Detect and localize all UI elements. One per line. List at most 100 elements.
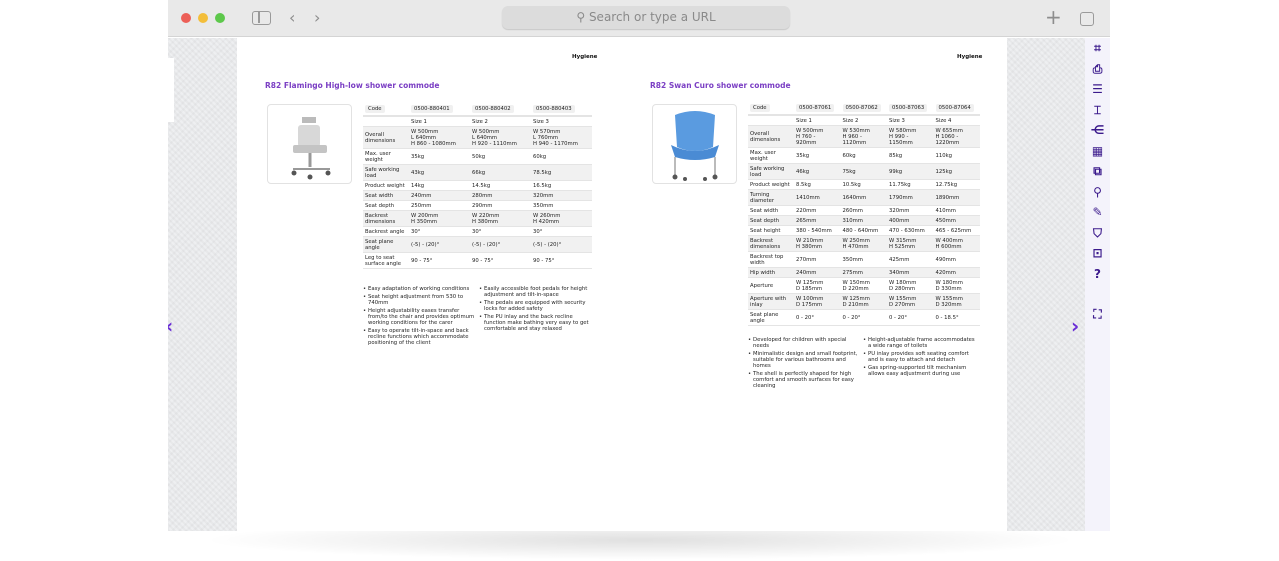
cell-value: 14kg [409, 180, 470, 191]
cell-value: W 500mm L 640mm H 920 - 1110mm [470, 126, 531, 149]
minimize-button[interactable] [198, 13, 208, 23]
cell-value: 125kg [933, 163, 980, 180]
new-tab-icon[interactable]: + [1045, 5, 1062, 29]
feature-item: The pedals are equipped with security lo… [479, 300, 593, 312]
cell-value: 0 - 20° [794, 309, 841, 326]
feature-item: Seat height adjustment from 530 to 740mm [363, 294, 475, 306]
fullscreen-icon[interactable]: ⛶ [1093, 307, 1102, 321]
cell-value: 280mm [470, 190, 531, 201]
list-icon[interactable]: ☰ [1092, 82, 1103, 96]
cell-value: 60kg [531, 148, 592, 165]
feature-item: Height-adjustable frame accommodates a w… [863, 337, 978, 349]
feature-item: Developed for children with special need… [748, 337, 858, 349]
size-header: Size 3 [887, 115, 934, 126]
cell-value: 340mm [887, 267, 934, 278]
archive-icon[interactable]: ⊡ [1092, 246, 1103, 260]
cell-value: 12.75kg [933, 179, 980, 190]
feature-list-col2: Easily accessible foot pedals for height… [479, 286, 593, 334]
cell-value: W 210mm H 380mm [794, 235, 841, 252]
code-row: Code 0500-880401 0500-880402 0500-880403 [363, 103, 592, 117]
cell-value: 10.5kg [840, 179, 887, 190]
cell-value: W 580mm H 990 - 1150mm [887, 125, 934, 148]
cell-value: 50kg [470, 148, 531, 165]
cell-value: 450mm [933, 215, 980, 226]
row-label: Seat depth [748, 215, 794, 226]
cell-value: W 570mm L 760mm H 940 - 1170mm [531, 126, 592, 149]
back-icon[interactable]: ‹ [289, 8, 296, 27]
cell-value: 90 - 75° [531, 252, 592, 269]
size-header: Size 2 [470, 116, 531, 127]
cell-value: (-5) - (20)° [470, 236, 531, 253]
forward-icon[interactable]: › [314, 8, 321, 27]
grid-icon[interactable]: ▦ [1091, 143, 1104, 158]
feature-item: PU inlay provides soft seating comfort a… [863, 351, 978, 363]
crop-icon[interactable]: ⌗ [1094, 41, 1101, 55]
cell-value: 46kg [794, 163, 841, 180]
prev-page-arrow[interactable]: ‹ [168, 314, 173, 338]
share-icon[interactable]: ⋲ [1090, 123, 1105, 137]
print-icon[interactable]: ⎙ [1092, 61, 1103, 76]
table-row: Seat plane angle (-5) - (20)° (-5) - (20)°… [363, 236, 592, 253]
table-row: Seat plane angle 0 - 20° 0 - 20° 0 - 20° 0 -… [748, 309, 980, 326]
feature-item: The PU inlay and the back recline functi… [479, 314, 593, 332]
cell-value: 400mm [887, 215, 934, 226]
cell-value: 490mm [933, 251, 980, 268]
table-row: Turning diameter 1410mm 1640mm 1790mm 1890mm [748, 189, 980, 206]
pdf-icon[interactable]: ⧉ [1093, 164, 1102, 178]
table-row: Max. user weight 35kg 60kg 85kg 110kg [748, 147, 980, 164]
row-label: Aperture [748, 277, 794, 294]
cell-value: 11.75kg [887, 179, 934, 190]
bookmark-icon[interactable]: ⛉ [1092, 225, 1102, 240]
product-code: 0500-87062 [842, 104, 881, 112]
size-header: Size 2 [840, 115, 887, 126]
feature-list-col1: Easy adaptation of working conditions Sea… [363, 286, 475, 348]
cell-value: (-5) - (20)° [409, 236, 470, 253]
feature-item: Height adjustability eases transfer from… [363, 308, 475, 326]
side-tab[interactable] [168, 58, 174, 122]
close-button[interactable] [181, 13, 191, 23]
page-number-icon[interactable]: ⌶ [1093, 102, 1102, 117]
cell-value: 75kg [840, 163, 887, 180]
row-label: Overall dimensions [748, 125, 794, 148]
cell-value: 240mm [409, 190, 470, 201]
help-icon[interactable]: ? [1094, 266, 1101, 281]
cell-value: W 260mm H 420mm [531, 210, 592, 227]
row-label: Seat height [748, 225, 794, 236]
product-title: R82 Flamingo High-low shower commode [265, 81, 440, 90]
cell-value: 90 - 75° [470, 252, 531, 269]
cell-value: W 530mm H 960 - 1120mm [840, 125, 887, 148]
table-row: Product weight 8.5kg 10.5kg 11.75kg 12.75kg [748, 179, 980, 190]
cell-value: W 500mm L 640mm H 860 - 1080mm [409, 126, 470, 149]
cell-value: 270mm [794, 251, 841, 268]
tabs-overview-icon[interactable] [1080, 12, 1094, 26]
cell-value: W 100mm D 175mm [794, 293, 841, 310]
edit-icon[interactable]: ✎ [1092, 205, 1103, 219]
sidebar-toggle-icon[interactable] [252, 11, 271, 25]
cell-value: 60kg [840, 147, 887, 164]
table-row: Aperture W 125mm D 185mm W 150mm D 220mm W … [748, 277, 980, 294]
maximize-button[interactable] [215, 13, 225, 23]
size-header: Size 4 [933, 115, 980, 126]
cell-value: 0 - 20° [840, 309, 887, 326]
row-label: Seat width [363, 190, 409, 201]
cell-value: 16.5kg [531, 180, 592, 191]
cell-value: 90 - 75° [409, 252, 470, 269]
table-row: Hip width 240mm 275mm 340mm 420mm [748, 267, 980, 278]
viewer-background-left [168, 38, 237, 531]
viewer-toolbar: ⌗ ⎙ ☰ ⌶ ⋲ ▦ ⧉ ⚲ ✎ ⛉ ⊡? ⛶ [1085, 38, 1110, 531]
spec-table: Code 0500-880401 0500-880402 0500-880403 Siz… [363, 103, 592, 269]
next-page-arrow[interactable]: › [1071, 314, 1080, 338]
cell-value: 110kg [933, 147, 980, 164]
search-icon[interactable]: ⚲ [1093, 184, 1102, 199]
row-label: Product weight [363, 180, 409, 191]
cell-value: 465 - 625mm [933, 225, 980, 236]
size-header: Size 1 [794, 115, 841, 126]
table-row: Safe working load 43kg 66kg 78.5kg [363, 164, 592, 181]
row-label: Turning diameter [748, 189, 794, 206]
size-row: Size 1 Size 2 Size 3 [363, 116, 592, 127]
cell-value: 260mm [840, 205, 887, 216]
section-label: Hygiene [957, 54, 983, 60]
cell-value: 30° [470, 226, 531, 237]
feature-item: Easily accessible foot pedals for height… [479, 286, 593, 298]
url-bar[interactable]: ⚲ Search or type a URL [502, 6, 790, 29]
